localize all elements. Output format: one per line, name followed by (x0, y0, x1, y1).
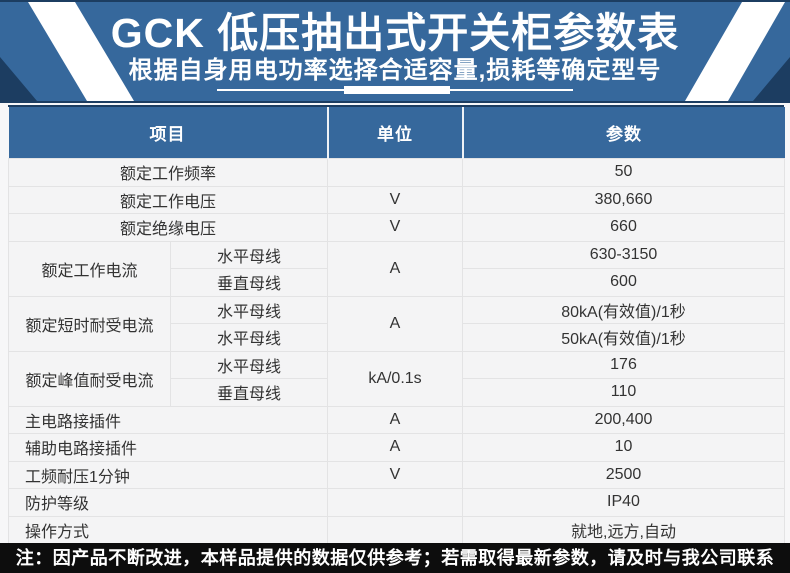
param-cell: 380,660 (462, 185, 785, 214)
table-row: 额定短时耐受电流 水平母线 A 80kA(有效值)/1秒 (8, 295, 785, 352)
param-cell: 2500 (462, 460, 785, 489)
table-row: 额定工作电流 水平母线 A 630-3150 (8, 240, 785, 297)
underline-thick-segment (344, 86, 450, 94)
table-row: 操作方式 就地,远方,自动 (8, 515, 785, 544)
table-row: 辅助电路接插件 A 10 (8, 433, 785, 462)
unit-cell: V (327, 213, 463, 242)
unit-cell: V (327, 185, 463, 214)
unit-cell: A (327, 405, 463, 434)
table-row: 额定绝缘电压 V 660 (8, 213, 785, 242)
page-title: GCK 低压抽出式开关柜参数表 (110, 10, 680, 56)
unit-cell: A (327, 433, 463, 462)
unit-cell: V (327, 460, 463, 489)
spec-table: 项目 单位 参数 额定工作频率 50 额定工作电压 V 380,660 额定绝缘… (8, 107, 785, 544)
param-cell: 50kA(有效值)/1秒 (462, 323, 785, 352)
param-cell: IP40 (462, 488, 785, 517)
table-row: 垂直母线 600 (9, 268, 785, 297)
item-cell: 额定绝缘电压 (8, 213, 328, 242)
param-cell: 600 (462, 268, 785, 297)
table-row: 额定工作电压 V 380,660 (8, 185, 785, 214)
param-cell: 176 (462, 350, 785, 379)
item-cell: 辅助电路接插件 (8, 433, 328, 462)
col-header-param: 参数 (462, 107, 785, 159)
table-row: 额定峰值耐受电流 水平母线 kA/0.1s 176 (8, 350, 785, 407)
table-row: 主电路接插件 A 200,400 (8, 405, 785, 434)
col-header-item: 项目 (8, 107, 329, 159)
item-cell: 工频耐压1分钟 (8, 460, 328, 489)
param-cell: 200,400 (462, 405, 785, 434)
unit-cell: kA/0.1s (327, 350, 463, 407)
table-row: 工频耐压1分钟 V 2500 (8, 460, 785, 489)
param-cell: 630-3150 (462, 240, 785, 269)
item-group-cell: 额定短时耐受电流 (8, 295, 171, 352)
item-group-cell: 额定工作电流 (8, 240, 171, 297)
param-cell: 50 (462, 158, 785, 187)
sub-item-cell: 水平母线 (170, 323, 328, 352)
unit-cell (327, 515, 463, 544)
item-cell: 防护等级 (8, 488, 328, 517)
item-cell: 额定工作频率 (8, 158, 328, 187)
table-row: 额定工作频率 50 (8, 158, 785, 187)
param-cell: 就地,远方,自动 (462, 515, 785, 544)
table-row: 防护等级 IP40 (8, 488, 785, 517)
unit-cell (327, 488, 463, 517)
param-cell: 660 (462, 213, 785, 242)
item-group-cell: 额定峰值耐受电流 (8, 350, 171, 407)
item-cell: 额定工作电压 (8, 185, 328, 214)
header-row: 项目 单位 参数 (8, 107, 785, 159)
param-cell: 10 (462, 433, 785, 462)
unit-cell: A (327, 240, 463, 297)
table-row: 垂直母线 110 (9, 378, 785, 407)
param-cell: 80kA(有效值)/1秒 (462, 295, 785, 324)
sub-item-cell: 垂直母线 (170, 378, 328, 407)
sub-item-cell: 水平母线 (170, 240, 328, 269)
param-cell: 110 (462, 378, 785, 407)
unit-cell: A (327, 295, 463, 352)
item-cell: 操作方式 (8, 515, 328, 544)
sub-item-cell: 水平母线 (170, 350, 328, 379)
col-header-unit: 单位 (327, 107, 464, 159)
spec-table-wrap: 项目 单位 参数 额定工作频率 50 额定工作电压 V 380,660 额定绝缘… (8, 105, 785, 544)
unit-cell (327, 158, 463, 187)
sub-item-cell: 水平母线 (170, 295, 328, 324)
banner: GCK 低压抽出式开关柜参数表 根据自身用电功率选择合适容量,损耗等确定型号 (0, 0, 790, 103)
footer-note: 注：因产品不断改进，本样品提供的数据仅供参考；若需取得最新参数，请及时与我公司联… (15, 548, 775, 568)
subtitle-underline (217, 86, 573, 94)
item-cell: 主电路接插件 (8, 405, 328, 434)
page-subtitle: 根据自身用电功率选择合适容量,损耗等确定型号 (128, 57, 662, 85)
footer-note-bar: 注：因产品不断改进，本样品提供的数据仅供参考；若需取得最新参数，请及时与我公司联… (0, 543, 790, 573)
table-row: 水平母线 50kA(有效值)/1秒 (9, 323, 785, 352)
sub-item-cell: 垂直母线 (170, 268, 328, 297)
